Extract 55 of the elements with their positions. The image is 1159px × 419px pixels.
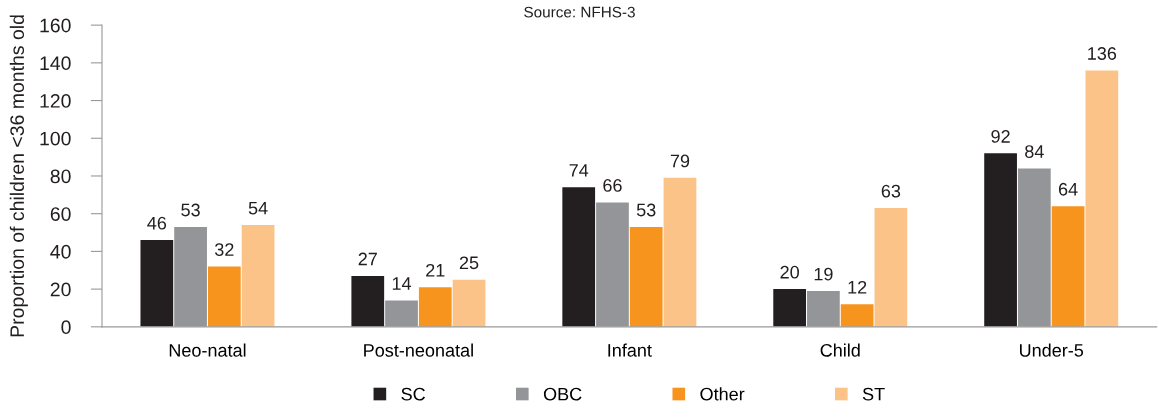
x-tick-label: Infant bbox=[608, 343, 652, 357]
data-label: 63 bbox=[881, 184, 901, 198]
data-label: 53 bbox=[636, 203, 656, 217]
x-tick-label: Neo-natal bbox=[169, 343, 246, 357]
data-label: 46 bbox=[147, 216, 167, 230]
legend-label: ST bbox=[862, 387, 885, 401]
data-label: 79 bbox=[670, 154, 690, 168]
bar bbox=[984, 153, 1017, 327]
bar bbox=[1085, 70, 1119, 327]
legend-label: Other bbox=[700, 387, 745, 401]
y-tick-label: 140 bbox=[40, 56, 71, 71]
bar bbox=[1051, 206, 1085, 327]
y-tick-label: 40 bbox=[50, 244, 71, 259]
x-tick-label: Post-neonatal bbox=[364, 343, 473, 357]
bar bbox=[773, 289, 807, 327]
source-note: Source: NFHS-3 bbox=[524, 6, 635, 18]
data-label: 54 bbox=[248, 201, 268, 215]
bar bbox=[663, 177, 697, 327]
data-label: 25 bbox=[459, 256, 479, 270]
data-label: 12 bbox=[848, 280, 867, 294]
y-axis-title: Proportion of children <36 months old bbox=[9, 15, 28, 337]
bar bbox=[241, 225, 275, 327]
data-label: 66 bbox=[603, 179, 622, 192]
data-label: 84 bbox=[1025, 145, 1044, 158]
data-label: 20 bbox=[780, 265, 799, 279]
y-tick-label: 20 bbox=[50, 282, 71, 297]
data-label: 64 bbox=[1058, 182, 1078, 196]
data-label: 92 bbox=[991, 130, 1010, 143]
x-tick-label: Under-5 bbox=[1019, 343, 1084, 357]
data-label: 53 bbox=[181, 203, 200, 217]
x-tick-label: Child bbox=[820, 343, 860, 357]
data-label: 74 bbox=[569, 164, 589, 177]
bar bbox=[874, 208, 908, 327]
y-tick-label: 80 bbox=[50, 169, 71, 184]
legend-label: SC bbox=[401, 387, 426, 401]
bar bbox=[207, 266, 241, 327]
y-tick-label: 100 bbox=[40, 131, 71, 146]
data-label: 27 bbox=[358, 252, 377, 266]
data-label: 136 bbox=[1088, 47, 1117, 60]
data-label: 32 bbox=[214, 243, 234, 256]
bar bbox=[418, 287, 452, 327]
bar bbox=[562, 187, 596, 327]
y-tick-label: 60 bbox=[50, 207, 71, 221]
data-label: 19 bbox=[814, 267, 833, 281]
bar bbox=[840, 304, 874, 327]
bar bbox=[140, 240, 174, 327]
bar bbox=[452, 279, 486, 327]
data-label: 14 bbox=[392, 277, 412, 290]
y-tick-label: 0 bbox=[61, 320, 71, 335]
y-tick-label: 160 bbox=[40, 18, 71, 33]
bar bbox=[351, 275, 385, 327]
legend-label: OBC bbox=[543, 387, 582, 401]
y-tick-label: 120 bbox=[40, 94, 71, 108]
data-label: 21 bbox=[426, 263, 445, 277]
bar bbox=[629, 226, 663, 327]
